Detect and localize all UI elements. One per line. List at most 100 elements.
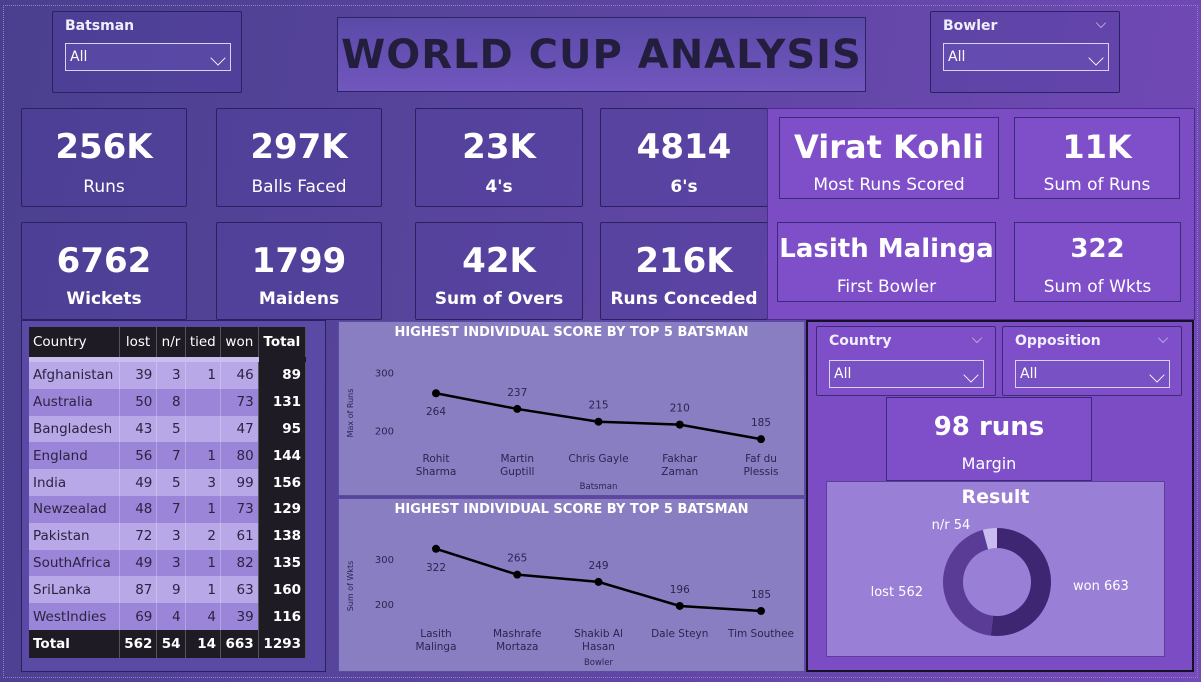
data-point (757, 435, 765, 444)
table-cell: 1 (185, 356, 221, 389)
bowler-dropdown[interactable]: All (943, 43, 1109, 71)
table-cell: 4 (156, 603, 186, 630)
table-cell: 80 (220, 442, 259, 470)
kpi-label: First Bowler (836, 277, 937, 297)
chevron-down-icon (971, 332, 983, 344)
data-label: 265 (507, 553, 527, 565)
x-tick-label: Mortaza (496, 641, 538, 653)
opposition-dropdown[interactable]: All (1015, 360, 1170, 388)
table-cell: 63 (220, 576, 259, 604)
x-axis-label: Batsman (580, 482, 618, 492)
table-cell: 46 (220, 356, 259, 389)
table-row: India 49 5 3 99 156 (29, 469, 307, 496)
country-slicer[interactable]: Country All (816, 326, 996, 396)
table-cell: Newzealad (29, 495, 120, 523)
table-cell: 131 (258, 388, 307, 416)
batsman-score-chart: HIGHEST INDIVIDUAL SCORE BY TOP 5 BATSMA… (338, 321, 805, 496)
kpi-value: 297K (250, 127, 348, 167)
kpi-label: Wickets (66, 289, 142, 309)
opposition-slicer[interactable]: Opposition All (1002, 326, 1182, 396)
chevron-down-icon (963, 367, 979, 383)
table-cell: 1 (185, 495, 221, 523)
x-tick-label: Rohit (423, 453, 450, 465)
opposition-slicer-label: Opposition (1015, 333, 1101, 349)
chevron-down-icon (1157, 332, 1169, 344)
result-donut-card: Result won 663 lost 562 n/r 54 (826, 481, 1165, 657)
x-tick-label: Chris Gayle (568, 453, 628, 465)
kpi-sixes: 4814 6's (600, 108, 768, 207)
kpi-label: Runs (83, 177, 125, 197)
batsman-dropdown[interactable]: All (65, 43, 231, 71)
kpi-fours: 23K 4's (415, 108, 583, 207)
column-header[interactable]: Country (29, 327, 120, 360)
table-cell: 135 (258, 549, 307, 577)
opposition-dropdown-value: All (1020, 366, 1038, 382)
first-bowler-card: Lasith Malinga First Bowler (777, 222, 996, 302)
table-cell: WestIndies (29, 603, 120, 630)
x-tick-label: Faf du (745, 453, 777, 465)
data-point (594, 577, 603, 586)
donut-label: n/r 54 (932, 518, 971, 533)
y-tick-label: 300 (375, 368, 394, 379)
column-header[interactable]: lost (119, 327, 158, 360)
chevron-down-icon (1088, 50, 1104, 66)
table-cell: 160 (258, 576, 307, 604)
column-header[interactable]: Total (258, 327, 307, 360)
margin-card: 98 runs Margin (886, 397, 1092, 481)
column-header[interactable]: won (220, 327, 259, 360)
table-cell: Afghanistan (29, 356, 120, 389)
data-point (432, 544, 440, 553)
table-cell: 138 (258, 522, 307, 550)
y-axis-label: Sum of Wkts (346, 561, 355, 612)
batsman-slicer-label: Batsman (65, 18, 135, 34)
table-cell: 5 (156, 469, 186, 496)
table-cell: 48 (119, 495, 158, 523)
table-cell: 116 (258, 603, 307, 630)
batsman-slicer[interactable]: Batsman All (52, 11, 242, 93)
chevron-down-icon (1149, 367, 1165, 383)
donut-label: won 663 (1073, 579, 1129, 594)
kpi-value: 322 (1070, 234, 1125, 264)
table-row: Pakistan 72 3 2 61 138 (29, 522, 307, 550)
table-cell: 50 (119, 388, 158, 416)
bowler-wickets-chart: HIGHEST INDIVIDUAL SCORE BY TOP 5 BATSMA… (338, 498, 805, 672)
data-point (513, 570, 522, 579)
table-cell: SouthAfrica (29, 549, 120, 577)
table-cell: 1 (185, 442, 221, 470)
kpi-wickets: 6762 Wickets (21, 222, 187, 320)
bowler-slicer[interactable]: Bowler All (930, 11, 1120, 93)
table-cell: 56 (119, 442, 158, 470)
donut-slice-lost[interactable] (943, 529, 994, 636)
data-label: 185 (751, 589, 771, 601)
column-header[interactable]: tied (185, 327, 221, 360)
data-point (594, 417, 603, 426)
table-cell: 87 (119, 576, 158, 604)
table-cell: 3 (156, 522, 186, 550)
table-cell: 129 (258, 495, 307, 523)
x-tick-label: Martin (501, 453, 535, 465)
donut-slice-nr[interactable] (982, 528, 997, 550)
chevron-down-icon (210, 50, 226, 66)
table-cell: 9 (156, 576, 186, 604)
kpi-label: Sum of Runs (1043, 175, 1151, 195)
country-slicer-label: Country (829, 333, 892, 349)
column-header[interactable]: n/r (156, 327, 186, 360)
country-dropdown[interactable]: All (829, 360, 984, 388)
x-tick-label: Shakib Al (574, 628, 623, 640)
kpi-value: 216K (635, 241, 733, 281)
table-row: SouthAfrica 49 3 1 82 135 (29, 549, 307, 577)
kpi-value: 23K (462, 127, 536, 167)
kpi-value: 11K (1062, 128, 1132, 166)
data-point (675, 601, 684, 610)
kpi-label: 6's (670, 177, 698, 197)
kpi-value: 4814 (636, 127, 732, 167)
table-cell: India (29, 469, 120, 496)
table-cell: 89 (258, 356, 307, 389)
x-tick-label: Zaman (661, 466, 698, 478)
data-label: 196 (670, 584, 690, 596)
kpi-value: Virat Kohli (794, 128, 984, 166)
donut-slice-won[interactable] (990, 528, 1052, 636)
table-cell: Australia (29, 388, 120, 416)
table-cell: 69 (119, 603, 158, 630)
